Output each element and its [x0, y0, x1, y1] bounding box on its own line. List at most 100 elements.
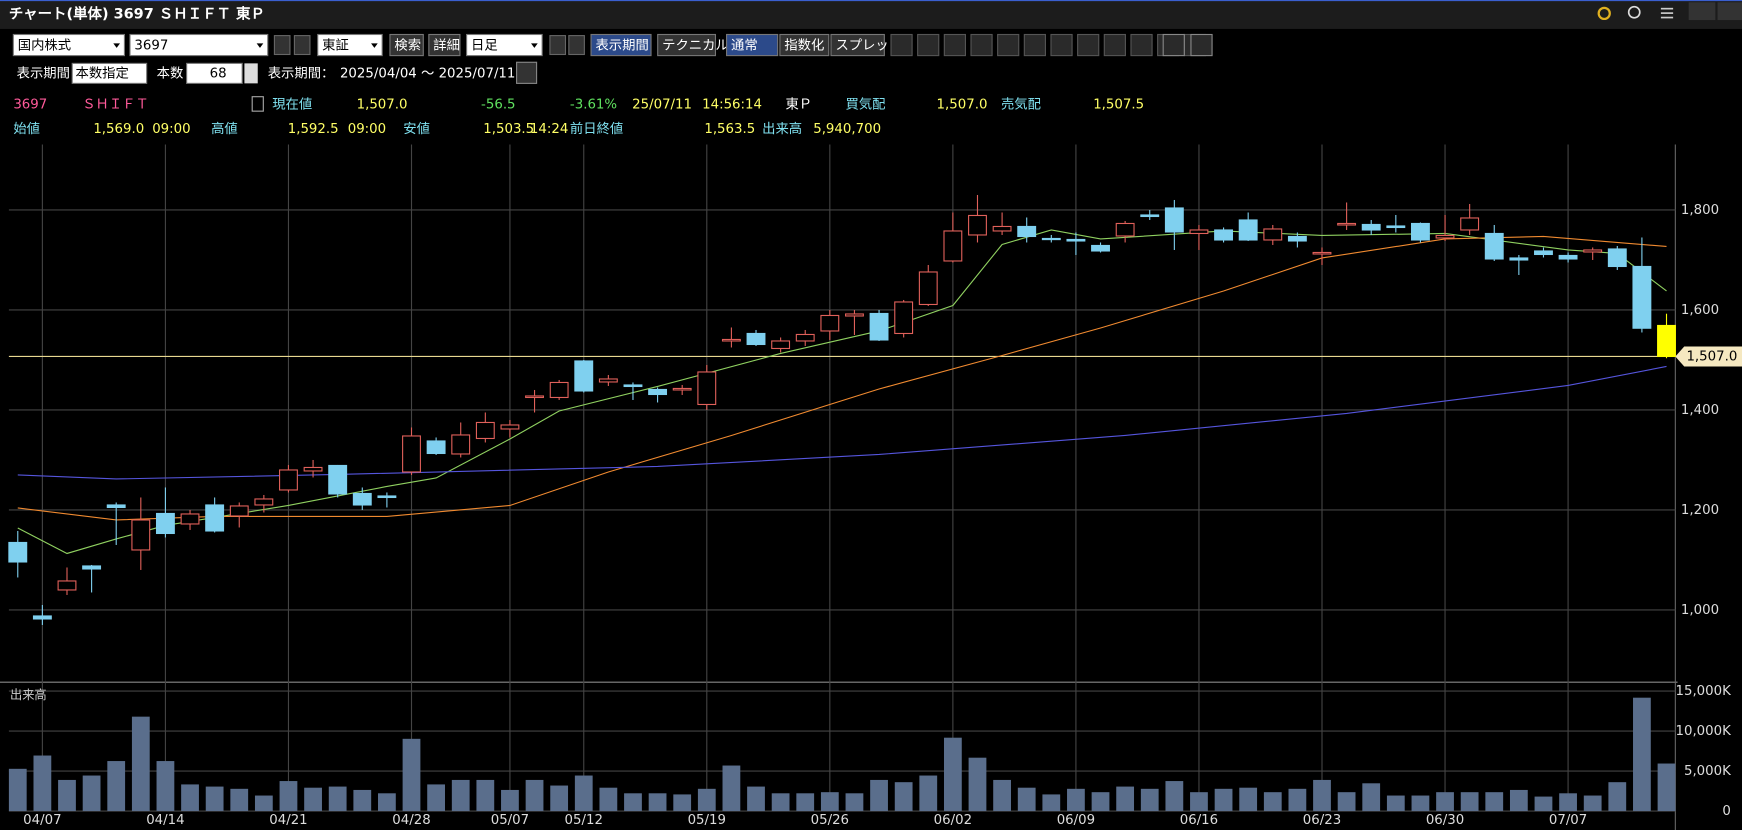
y-tick-label: 1,200: [1681, 503, 1719, 518]
candle-body: [1312, 251, 1332, 255]
toolbar-button[interactable]: [830, 33, 885, 57]
candle-body: [1337, 222, 1357, 226]
volume-bar: [968, 757, 987, 812]
volume-bar: [156, 761, 175, 812]
volume-bar: [894, 782, 913, 812]
tool-icon[interactable]: [943, 33, 966, 57]
x-tick-label: 04/28: [392, 813, 430, 828]
candle-body: [1558, 254, 1578, 260]
moving-average: [17, 365, 1667, 480]
tool-icon[interactable]: [1130, 33, 1153, 57]
dropdown[interactable]: [317, 33, 383, 57]
volume-bar: [1534, 796, 1553, 812]
panel-title: 出来高: [10, 687, 47, 702]
nav-button[interactable]: [273, 35, 291, 56]
tool-icon[interactable]: [1190, 33, 1213, 57]
toolbar-button[interactable]: [657, 33, 717, 57]
volume-bar: [304, 787, 322, 812]
tool-icon[interactable]: [1077, 33, 1100, 57]
dropdown[interactable]: [466, 33, 543, 57]
volume-bar: [353, 789, 372, 812]
volume-bar: [107, 761, 126, 812]
candle-body: [1534, 250, 1553, 256]
volume-bar: [1017, 787, 1036, 812]
restore-button[interactable]: [1688, 2, 1716, 21]
tool-icon[interactable]: [917, 33, 940, 57]
toolbar-button[interactable]: [590, 33, 652, 57]
toolbar-button[interactable]: [726, 33, 779, 57]
nav-button[interactable]: [293, 35, 311, 56]
search-icon[interactable]: [1627, 5, 1641, 19]
nav-button[interactable]: [568, 35, 585, 56]
toolbar-label: スプレッド: [835, 38, 902, 54]
candle-body: [598, 378, 618, 383]
toolbar-button[interactable]: [389, 33, 424, 57]
toolbar-label: 東証: [322, 38, 349, 54]
candle-body: [648, 388, 668, 396]
link-icon[interactable]: [1597, 6, 1611, 21]
tool-icon[interactable]: [1050, 33, 1073, 57]
candle-body: [352, 492, 372, 506]
candle-body: [426, 440, 446, 455]
candle-body: [1189, 229, 1209, 235]
quote-text: 買気配: [845, 96, 885, 112]
candle-body: [1386, 225, 1406, 229]
dropdown[interactable]: [129, 33, 269, 57]
window-title: チャート(単体) 3697 ＳＨＩＦＴ 東Ｐ: [9, 4, 265, 22]
volume-bar: [1362, 783, 1381, 812]
spin-button[interactable]: [244, 63, 258, 84]
candle-body: [279, 469, 298, 491]
candle-body: [500, 424, 520, 430]
nav-button[interactable]: [549, 35, 567, 56]
candle-body: [1041, 237, 1061, 241]
candle-body: [402, 435, 421, 473]
tool-icon[interactable]: [1162, 33, 1185, 57]
window-icons[interactable]: [1597, 2, 1742, 21]
memo-icon[interactable]: [251, 96, 264, 112]
period-label: 本数指定: [76, 65, 129, 81]
tool-icon[interactable]: [1023, 33, 1046, 57]
volume-bar: [648, 793, 667, 812]
tool-icon[interactable]: [970, 33, 993, 57]
volume-bar: [131, 716, 150, 812]
volume-bar: [1559, 793, 1577, 812]
x-tick-label: 04/14: [146, 813, 184, 828]
input-box[interactable]: [186, 62, 243, 84]
candle-body: [1140, 214, 1160, 218]
quote-text: 高値: [211, 120, 238, 137]
toolbar-label: 指数化: [784, 38, 824, 54]
candle-body: [623, 384, 643, 388]
tool-icon[interactable]: [997, 33, 1020, 57]
tool-icon[interactable]: [1103, 33, 1126, 57]
menu-icon: [1660, 12, 1674, 14]
toolbar-button[interactable]: [779, 33, 830, 57]
menu-icon[interactable]: [1660, 7, 1674, 10]
candle-body: [525, 395, 544, 399]
close-button[interactable]: [1717, 2, 1742, 21]
tool-icon[interactable]: [890, 33, 913, 57]
toolbar-label: 通常: [731, 38, 758, 54]
volume-bar: [451, 779, 470, 812]
quote-text: 出来高: [762, 120, 802, 137]
candle-body: [155, 512, 175, 535]
volume-bar: [1608, 782, 1627, 812]
quote-text: -56.5: [481, 97, 516, 112]
quote-text: 1,569.0: [93, 122, 144, 137]
reset-button[interactable]: [516, 61, 538, 84]
candle-body: [795, 333, 815, 342]
dropdown[interactable]: [12, 33, 125, 57]
toolbar-label: 国内株式: [18, 38, 71, 54]
toolbar-button[interactable]: [428, 33, 461, 57]
moving-average: [17, 229, 1667, 555]
candle-body: [1509, 257, 1529, 261]
dropdown[interactable]: [71, 62, 148, 84]
candle-body: [1607, 248, 1627, 268]
volume-bar: [870, 779, 888, 812]
period-label: 本数: [157, 65, 184, 81]
dropdown-arrow: [256, 43, 264, 48]
volume-bar: [1460, 792, 1479, 812]
quote-text: 1,507.0: [937, 97, 988, 112]
x-tick-label: 06/23: [1303, 813, 1341, 828]
volume-bar: [624, 793, 642, 812]
volume-bar: [476, 779, 495, 812]
